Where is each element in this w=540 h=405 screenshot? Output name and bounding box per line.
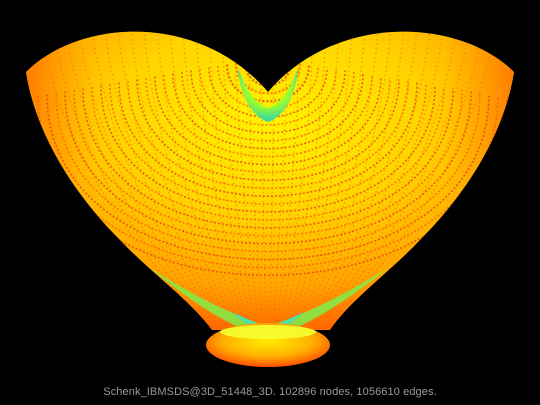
mesh-contour <box>136 79 400 182</box>
mesh-meridian <box>276 31 314 331</box>
mesh-meridian <box>292 31 392 331</box>
mesh-contour <box>100 85 436 213</box>
mesh-meridian <box>299 31 431 331</box>
mesh-meridian <box>297 31 418 331</box>
mesh-meridian <box>182 31 252 331</box>
mesh-contour <box>109 83 427 205</box>
mesh-contour <box>172 73 364 150</box>
mesh-contour <box>127 80 409 190</box>
mesh-meridian <box>52 31 226 331</box>
mesh-contour <box>190 70 346 134</box>
mesh-meridian <box>156 31 247 331</box>
graph-caption: Schenk_IBMSDS@3D_51448_3D. 102896 nodes,… <box>103 386 437 398</box>
mesh-meridian <box>78 31 231 331</box>
mesh-meridian <box>307 31 470 331</box>
mesh-meridian <box>117 31 239 331</box>
mesh-contour <box>118 82 418 197</box>
mesh-meridian <box>294 31 405 331</box>
mesh-meridian <box>284 31 353 331</box>
mesh-contour <box>154 76 382 166</box>
mesh-meridian <box>130 31 242 331</box>
mesh-contour <box>234 62 302 95</box>
mesh-contour <box>73 89 463 237</box>
mesh-meridian <box>221 31 260 331</box>
mesh-contour <box>82 88 454 229</box>
mesh-meridian <box>302 31 444 331</box>
mesh-contour <box>145 77 391 174</box>
mesh-meridian <box>169 31 249 331</box>
mesh-meridian <box>65 31 229 331</box>
mesh-meridian <box>286 31 366 331</box>
mesh-contour <box>91 86 445 221</box>
mesh-meridian <box>289 31 379 331</box>
graph-visualization <box>26 31 514 367</box>
mesh-contour <box>252 59 284 79</box>
mesh-surface <box>26 31 514 367</box>
mesh-meridian <box>143 31 244 331</box>
mesh-contour <box>46 94 490 261</box>
mesh-meridian <box>104 31 236 331</box>
mesh-meridian <box>91 31 234 331</box>
mesh-contour <box>225 64 311 103</box>
mesh-contour <box>199 68 337 126</box>
